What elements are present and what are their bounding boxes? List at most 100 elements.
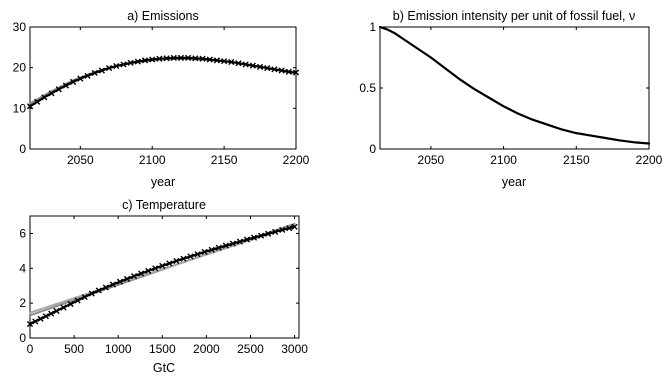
data-point-marker bbox=[215, 244, 222, 251]
data-point-marker bbox=[192, 55, 199, 62]
y-tick-label: 0 bbox=[369, 142, 376, 156]
data-point-marker bbox=[81, 293, 88, 301]
data-point-marker bbox=[109, 281, 116, 288]
data-point-marker bbox=[149, 56, 156, 63]
data-point-marker bbox=[221, 58, 228, 65]
data-point-marker bbox=[91, 69, 98, 77]
chart-title: c) Temperature bbox=[122, 198, 206, 212]
x-axis-label: year bbox=[502, 175, 526, 189]
x-tick-label: 2200 bbox=[636, 153, 662, 167]
data-point-marker bbox=[272, 228, 279, 235]
data-point-marker bbox=[138, 270, 145, 277]
data-point-marker bbox=[34, 98, 41, 105]
data-point-marker bbox=[242, 61, 249, 68]
data-point-marker bbox=[166, 260, 173, 267]
axis-ticks: 2050 2100 2150 2200 0 10 20 30 bbox=[13, 20, 310, 167]
data-point-marker bbox=[163, 55, 170, 62]
data-point-marker bbox=[257, 232, 265, 239]
data-point-marker bbox=[95, 287, 102, 294]
data-point-marker bbox=[264, 64, 271, 72]
data-point-marker bbox=[26, 103, 34, 110]
plot-frame bbox=[379, 26, 650, 150]
data-point-marker bbox=[194, 251, 201, 258]
y-tick-label: 20 bbox=[13, 61, 27, 75]
data-point-marker bbox=[130, 273, 138, 280]
data-point-marker bbox=[55, 86, 62, 93]
plot-frame bbox=[29, 26, 297, 150]
data-point-marker bbox=[177, 54, 185, 62]
data-point-marker bbox=[185, 54, 192, 62]
data-point-marker bbox=[123, 275, 131, 283]
data-point-marker bbox=[156, 55, 163, 62]
data-point-marker bbox=[271, 66, 278, 73]
x-tick-label: 2150 bbox=[211, 153, 238, 167]
data-point-marker bbox=[120, 61, 127, 68]
y-tick-label: 0 bbox=[19, 142, 26, 156]
data-point-marker bbox=[77, 75, 84, 82]
y-tick-label: 2 bbox=[19, 296, 26, 310]
x-axis-label: year bbox=[151, 175, 175, 189]
x-tick-label: 2050 bbox=[418, 153, 445, 167]
series-line bbox=[28, 225, 296, 326]
data-point-marker bbox=[213, 57, 221, 64]
data-point-marker bbox=[279, 226, 286, 234]
data-point-marker bbox=[206, 56, 213, 63]
x-tick-label: 2500 bbox=[237, 342, 264, 356]
x-tick-label: 2150 bbox=[563, 153, 590, 167]
data-point-marker bbox=[170, 54, 177, 62]
series-group bbox=[378, 25, 651, 145]
data-point-marker bbox=[228, 58, 235, 66]
y-tick-label: 6 bbox=[19, 226, 26, 240]
data-point-marker bbox=[236, 238, 244, 245]
data-point-marker bbox=[285, 68, 292, 75]
data-point-marker bbox=[235, 60, 242, 67]
data-point-marker bbox=[187, 253, 194, 260]
data-point-marker bbox=[250, 234, 258, 241]
y-tick-label: 1 bbox=[369, 20, 376, 34]
data-point-marker bbox=[74, 297, 81, 304]
data-point-marker bbox=[60, 304, 67, 311]
y-tick-label: 4 bbox=[19, 261, 26, 275]
data-point-marker bbox=[145, 267, 152, 274]
data-point-marker bbox=[208, 246, 215, 253]
data-point-marker bbox=[286, 225, 293, 232]
panel-emissions: a) Emissions year 2050 2100 2150 2200 0 10 20 3… bbox=[13, 9, 310, 189]
data-point-marker bbox=[278, 67, 285, 74]
data-point-marker bbox=[173, 257, 180, 265]
data-point-marker bbox=[70, 78, 77, 85]
x-tick-label: 2050 bbox=[67, 153, 94, 167]
y-tick-label: 0 bbox=[19, 331, 26, 345]
chart-title: a) Emissions bbox=[127, 9, 199, 23]
axis-ticks: 0 500 1000 1500 2000 2500 3000 0 2 4 6 bbox=[19, 216, 308, 356]
x-tick-label: 3000 bbox=[281, 342, 308, 356]
data-point-marker bbox=[243, 236, 251, 243]
data-point-marker bbox=[159, 262, 166, 269]
data-point-marker bbox=[265, 230, 272, 237]
data-point-marker bbox=[180, 255, 187, 262]
data-point-marker bbox=[229, 240, 236, 247]
data-point-marker bbox=[84, 72, 91, 79]
data-point-marker bbox=[152, 265, 159, 272]
data-point-marker bbox=[105, 64, 113, 72]
data-point-marker bbox=[48, 90, 55, 97]
x-tick-label: 1000 bbox=[105, 342, 132, 356]
data-point-marker bbox=[41, 94, 48, 101]
x-tick-label: 2100 bbox=[490, 153, 517, 167]
series-line bbox=[378, 25, 651, 145]
data-point-marker bbox=[292, 69, 300, 76]
series-group bbox=[26, 54, 300, 110]
data-point-marker bbox=[102, 284, 109, 291]
data-point-marker bbox=[134, 58, 141, 65]
series-group bbox=[26, 222, 298, 328]
y-tick-label: 10 bbox=[13, 101, 27, 115]
data-point-marker bbox=[48, 310, 55, 317]
y-tick-label: 0.5 bbox=[359, 81, 376, 95]
x-tick-label: 2200 bbox=[283, 153, 310, 167]
data-point-marker bbox=[88, 290, 95, 297]
series-line bbox=[29, 224, 296, 314]
chart-title: b) Emission intensity per unit of fossil… bbox=[393, 9, 635, 23]
data-point-marker bbox=[67, 300, 74, 308]
axis-ticks: 2050 2100 2150 2200 0 0.5 1 bbox=[359, 20, 662, 167]
x-tick-label: 0 bbox=[27, 342, 34, 356]
panel-emission-intensity: b) Emission intensity per unit of fossil… bbox=[359, 9, 662, 189]
